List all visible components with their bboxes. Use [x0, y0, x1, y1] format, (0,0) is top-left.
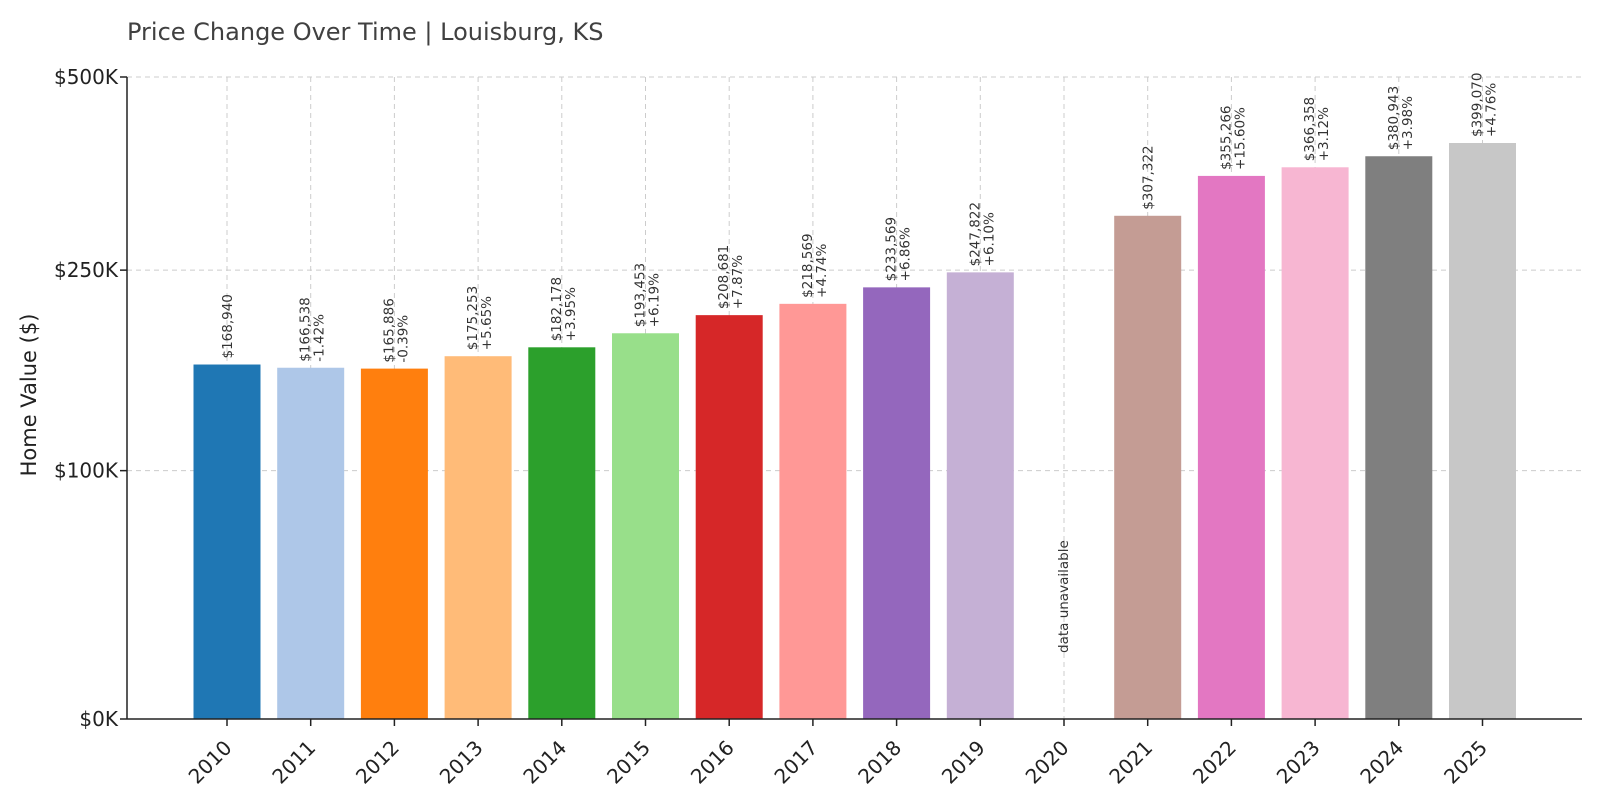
x-tick-label: 2019 — [937, 736, 990, 789]
x-tick-label: 2014 — [518, 736, 571, 789]
bar-change-label: +3.12% — [1316, 107, 1332, 161]
bar-change-label: +3.95% — [563, 287, 579, 341]
bars — [193, 142, 1516, 720]
bar — [1114, 215, 1182, 719]
bar — [695, 315, 763, 719]
bar-value-label: $233,569 — [884, 217, 900, 281]
bar-change-label: +5.65% — [479, 296, 495, 350]
y-axis-label: Home Value ($) — [17, 314, 41, 477]
bar-change-label: +6.10% — [981, 212, 997, 266]
bar-change-label: +3.98% — [1400, 96, 1416, 150]
x-tick-label: 2011 — [267, 736, 320, 789]
bar — [528, 347, 596, 719]
bar-value-label: $399,070 — [1470, 73, 1486, 137]
bar-value-label: $168,940 — [220, 294, 236, 358]
bar — [277, 367, 345, 719]
bar — [193, 364, 261, 719]
x-tick-label: 2012 — [351, 736, 404, 789]
bar — [612, 333, 679, 719]
x-tick-label: 2015 — [602, 736, 655, 789]
bar-change-label: -1.42% — [312, 314, 328, 362]
bar — [360, 368, 428, 719]
bar — [1281, 167, 1349, 719]
bar-value-label: $175,253 — [465, 286, 481, 350]
x-tick-label: 2023 — [1272, 736, 1325, 789]
grid — [127, 76, 1582, 719]
bar-change-label: +4.74% — [814, 243, 830, 297]
bar-value-label: $165,886 — [381, 298, 397, 362]
bar — [863, 287, 931, 719]
x-tick-label: 2013 — [435, 736, 488, 789]
bar-change-label: -0.39% — [395, 315, 411, 363]
x-tick-label: 2025 — [1439, 736, 1492, 789]
bar-change-label: +6.86% — [898, 227, 914, 281]
bar — [1449, 142, 1516, 720]
bar-value-label: $380,943 — [1386, 86, 1402, 150]
x-tick-label: 2020 — [1021, 736, 1074, 789]
x-tick-label: 2016 — [686, 736, 739, 789]
x-tick-label: 2022 — [1188, 736, 1241, 789]
y-tick-label: $100K — [54, 459, 119, 483]
bar-value-label: $355,266 — [1218, 105, 1234, 169]
x-tick-label: 2021 — [1104, 736, 1157, 789]
bar — [946, 272, 1014, 719]
x-tick-label: 2010 — [184, 736, 237, 789]
missing-data-label: data unavailable — [1056, 540, 1072, 653]
bar-value-label: $166,538 — [298, 297, 314, 361]
bar-change-label: +6.19% — [647, 273, 663, 327]
x-tick-label: 2024 — [1355, 736, 1408, 789]
bar-value-label: $193,453 — [633, 263, 649, 327]
bar — [1365, 156, 1433, 719]
bar-value-label: $182,178 — [549, 277, 565, 341]
bar — [1197, 175, 1265, 720]
bar-change-label: +4.76% — [1484, 83, 1500, 137]
bar-value-label: $366,358 — [1302, 97, 1318, 161]
bar-change-label: +15.60% — [1232, 107, 1248, 170]
y-ticks: $0K $100K $250K $500K — [54, 65, 127, 731]
y-tick-label: $500K — [54, 65, 119, 89]
y-tick-label: $0K — [79, 707, 118, 731]
bar-value-label: $218,569 — [800, 233, 816, 297]
y-tick-label: $250K — [54, 258, 119, 282]
bar-value-label: $307,322 — [1141, 145, 1157, 209]
chart-title: Price Change Over Time | Louisburg, KS — [127, 18, 604, 46]
x-tick-label: 2017 — [769, 736, 822, 789]
x-tick-label: 2018 — [853, 736, 906, 789]
bar-value-label: $208,681 — [716, 245, 732, 309]
bar-labels: $168,940 $166,538-1.42% $165,886-0.39% $175… — [220, 73, 1500, 653]
bar-change-label: +7.87% — [730, 255, 746, 309]
x-ticks: 2010 2011 2012 2013 2014 2015 2016 2017 2018 2019… — [184, 719, 1492, 789]
bar-value-label: $247,822 — [967, 202, 983, 266]
bar — [779, 303, 847, 719]
bar — [444, 356, 512, 719]
